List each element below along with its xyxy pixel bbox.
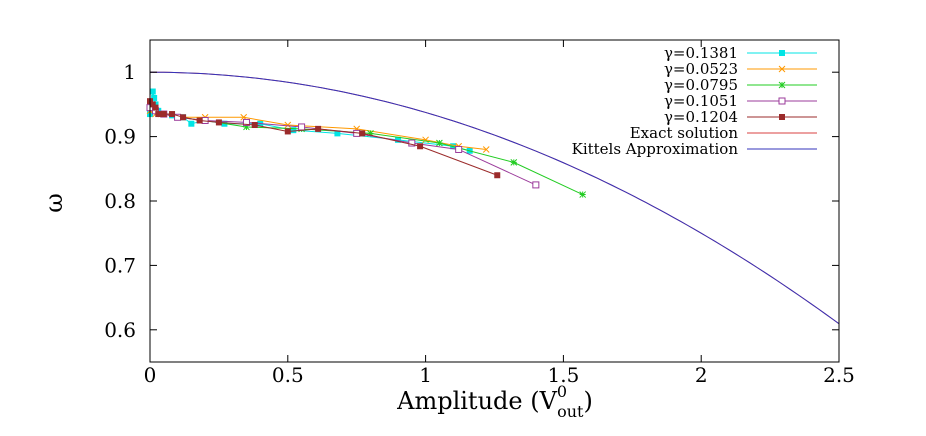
data-point xyxy=(284,128,291,135)
data-point xyxy=(151,94,158,101)
data-point xyxy=(298,123,306,131)
data-point xyxy=(455,145,463,153)
x-axis-title: Amplitude (V0 out) xyxy=(396,382,593,421)
data-point xyxy=(532,181,540,189)
series-4 xyxy=(147,98,501,179)
data-point xyxy=(243,123,250,131)
data-point xyxy=(436,139,443,147)
y-tick-label: 0.6 xyxy=(104,318,136,342)
legend: γ=0.1381γ=0.0523γ=0.0795γ=0.1051γ=0.1204… xyxy=(572,44,817,158)
legend-label: γ=0.1381 xyxy=(664,44,738,62)
data-point xyxy=(196,117,203,124)
legend-marker xyxy=(779,50,785,56)
y-tick-label: 0.7 xyxy=(104,253,136,277)
series-line xyxy=(149,71,840,325)
data-point xyxy=(242,118,250,126)
data-point xyxy=(315,125,322,132)
y-tick-label: 1 xyxy=(123,60,136,84)
data-point xyxy=(251,122,258,129)
data-point xyxy=(417,143,424,150)
data-point xyxy=(155,111,162,118)
data-point xyxy=(149,101,156,108)
legend-label: γ=0.0795 xyxy=(664,76,738,94)
x-tick-label: 2 xyxy=(695,363,708,387)
data-point xyxy=(284,121,292,129)
x-axis-title-main: Amplitude (V xyxy=(396,387,557,415)
series-layer xyxy=(146,71,840,325)
data-point xyxy=(482,146,490,153)
legend-label: Kittels Approximation xyxy=(572,140,739,158)
legend-marker xyxy=(778,81,786,89)
data-point xyxy=(215,119,222,126)
data-point xyxy=(359,130,366,137)
data-point xyxy=(334,130,341,137)
legend-label: γ=0.1051 xyxy=(664,92,738,110)
legend-marker xyxy=(779,114,785,120)
series-2 xyxy=(146,104,587,198)
data-point xyxy=(367,130,374,137)
x-tick-label: 2.5 xyxy=(823,363,855,387)
data-point xyxy=(579,191,587,198)
legend-marker xyxy=(778,65,786,73)
y-axis-title: ω xyxy=(40,193,68,213)
x-axis-title-sub: out xyxy=(557,402,584,421)
x-tick-label: 0.5 xyxy=(272,363,304,387)
legend-label: Exact solution xyxy=(630,124,739,142)
legend-label: γ=0.1204 xyxy=(664,108,738,126)
series-line xyxy=(149,100,498,176)
x-axis-title-sup: 0 xyxy=(557,382,567,401)
series-6 xyxy=(149,71,840,325)
data-point xyxy=(290,127,297,134)
data-point xyxy=(169,111,176,118)
x-tick-label: 1.5 xyxy=(547,363,579,387)
x-tick-label: 1 xyxy=(419,363,432,387)
x-axis-title-close: ) xyxy=(583,387,592,415)
ticks-layer: 0 0.5 1 1.5 2 2.5 0.6 0.7 0.8 0.9 1 xyxy=(104,40,855,387)
y-tick-label: 0.9 xyxy=(104,125,136,149)
data-point xyxy=(408,139,416,147)
data-point xyxy=(494,172,501,179)
data-point xyxy=(510,159,518,166)
x-tick-label: 0 xyxy=(144,363,157,387)
data-point xyxy=(160,111,167,118)
data-point xyxy=(149,88,156,95)
data-point xyxy=(152,104,159,111)
data-point xyxy=(395,136,402,143)
legend-label: γ=0.0523 xyxy=(664,60,738,78)
y-tick-label: 0.8 xyxy=(104,189,136,213)
series-3 xyxy=(146,104,540,189)
series-0 xyxy=(147,88,473,154)
data-point xyxy=(180,114,187,121)
data-point xyxy=(188,120,195,127)
legend-marker xyxy=(778,97,786,105)
